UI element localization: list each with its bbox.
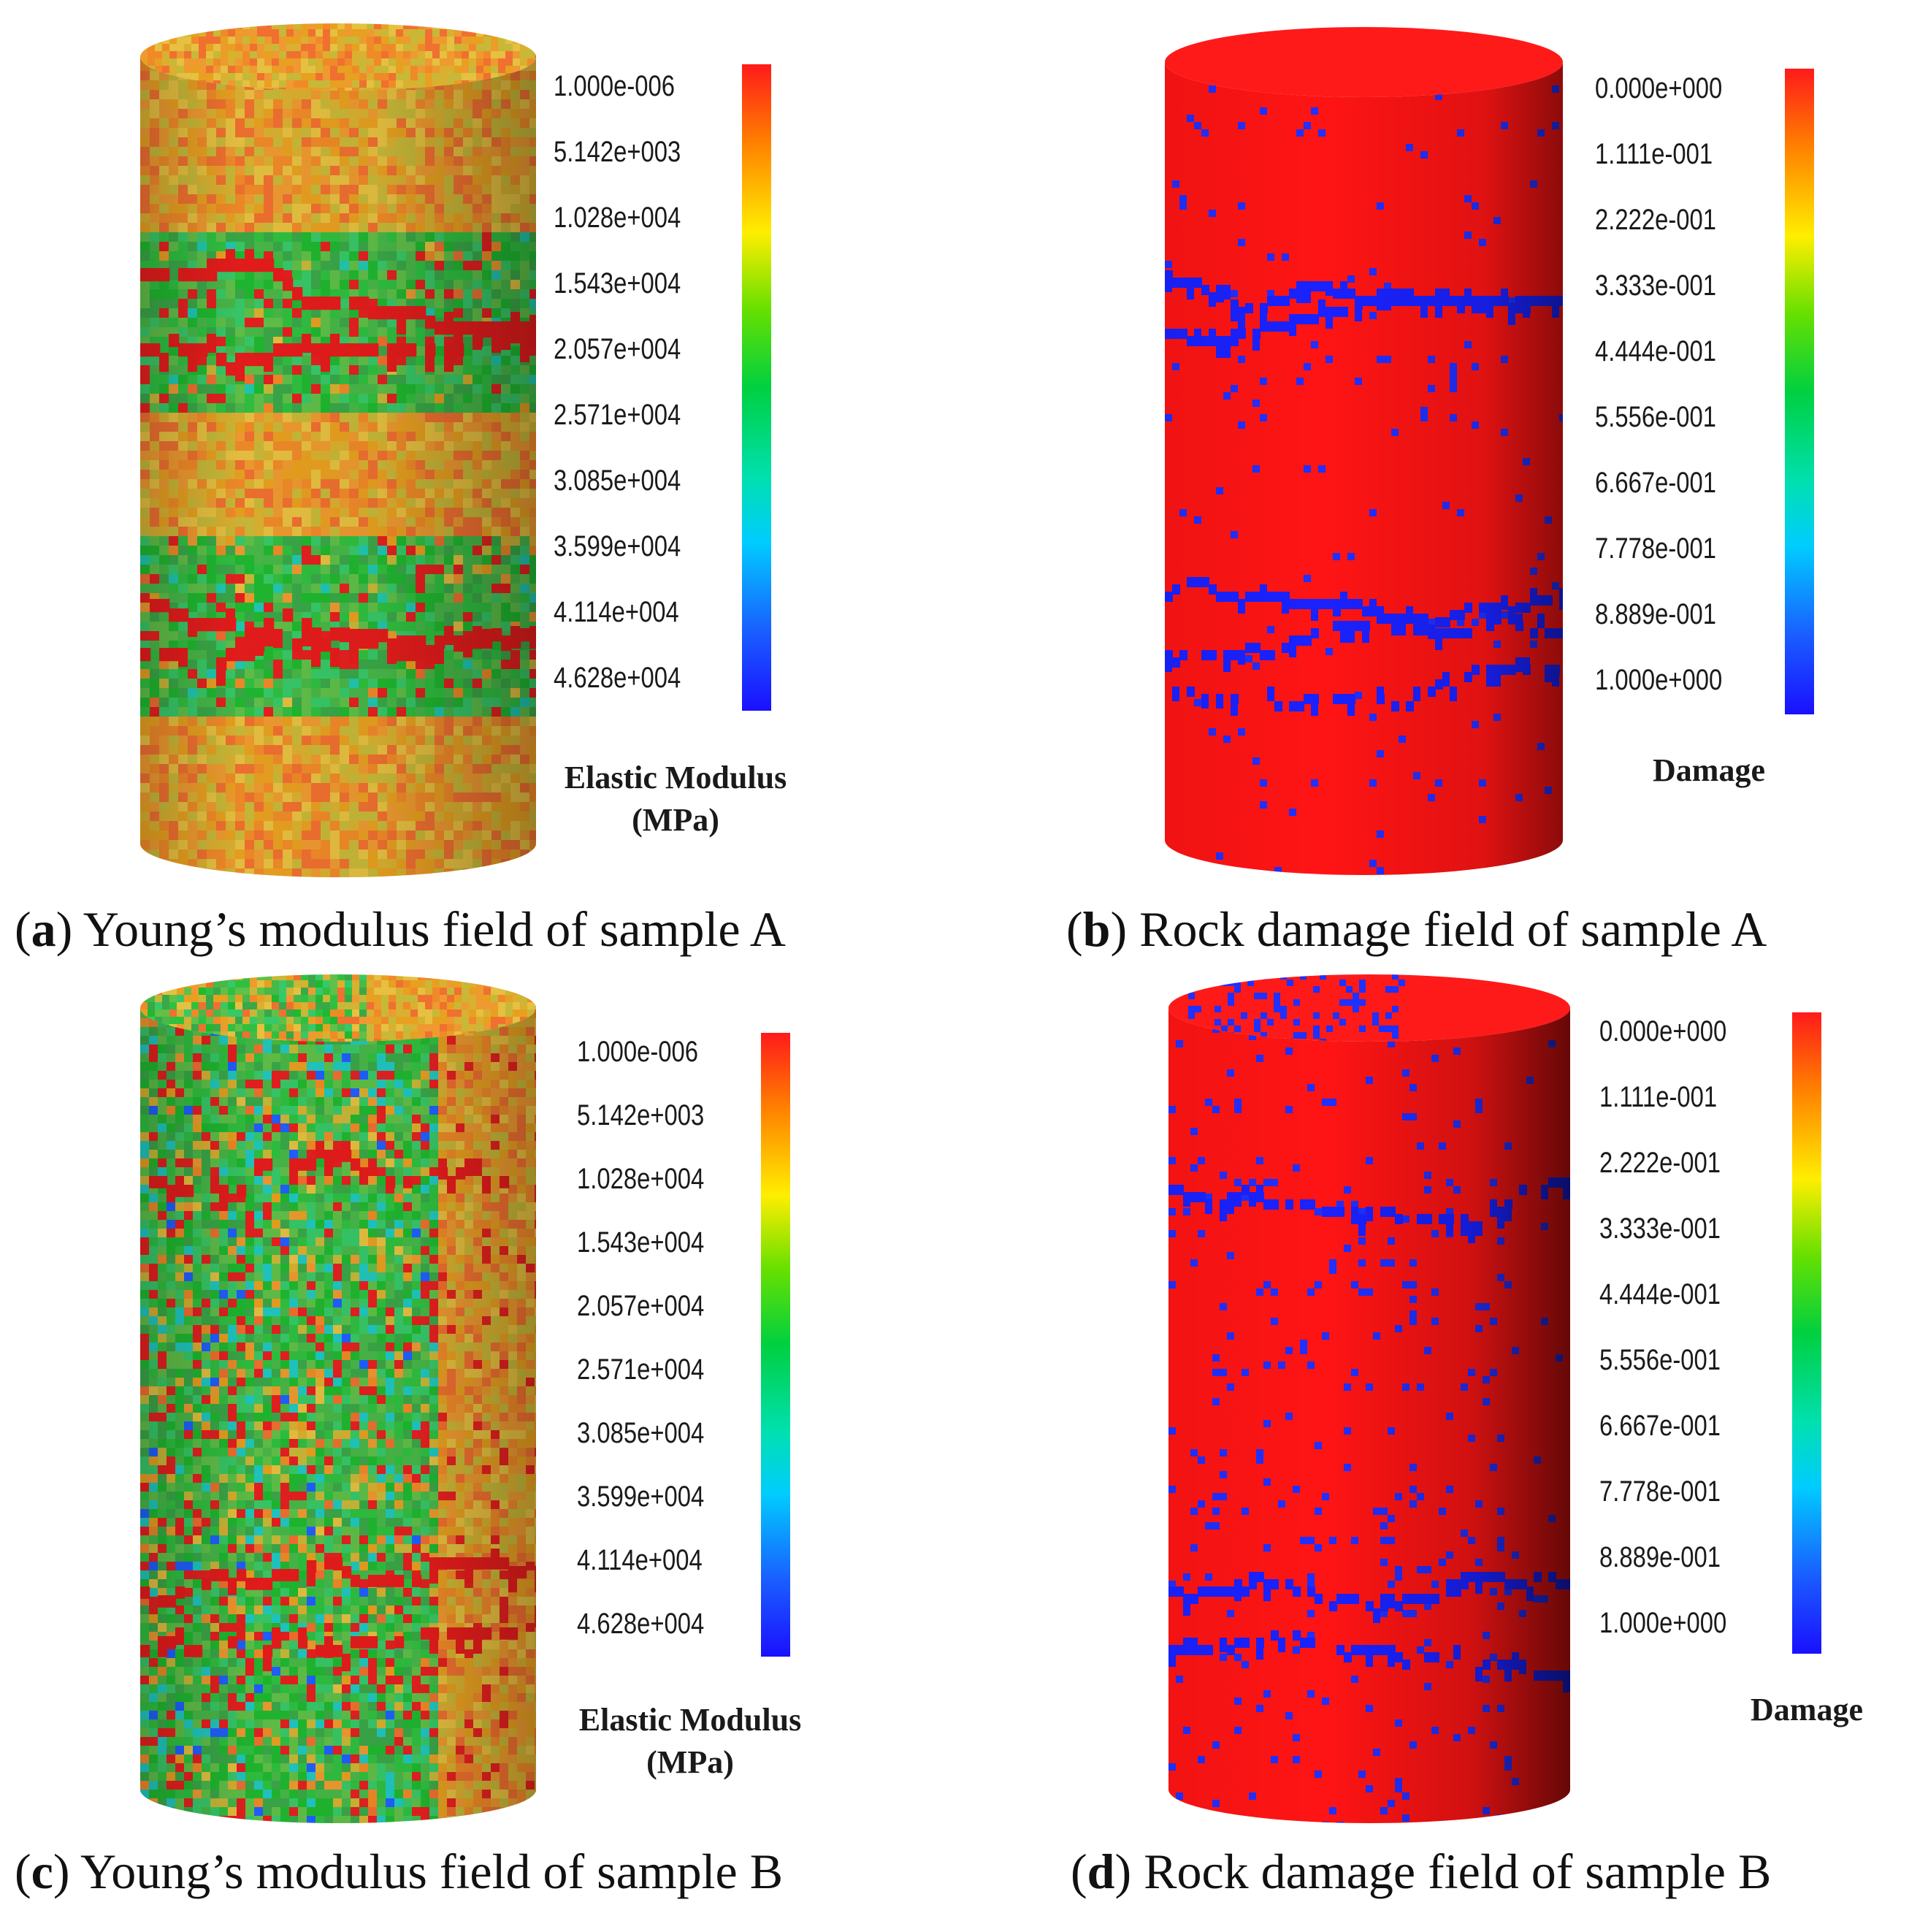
colorbar-title: Damage [1705, 1689, 1909, 1731]
tick-label: 1.111e-001 [1599, 1081, 1718, 1113]
tick-label: 1.000e+000 [1595, 664, 1723, 696]
caption-text: Rock damage field of sample A [1139, 901, 1767, 957]
tick-label: 3.085e+004 [577, 1417, 705, 1449]
tick-label: 2.057e+004 [554, 333, 681, 365]
tick-label: 6.667e-001 [1595, 467, 1716, 499]
colorbar-title-text: Damage [1653, 752, 1765, 788]
tick-label: 3.599e+004 [577, 1481, 705, 1513]
cylinder-damage-sample-a [1165, 27, 1563, 875]
colorbar [1792, 1012, 1821, 1654]
colorbar [1785, 69, 1814, 714]
tick-label: 7.778e-001 [1595, 532, 1716, 565]
panel-caption: (b) Rock damage field of sample A [1066, 901, 1767, 957]
colorbar [742, 64, 771, 711]
tick-label: 2.057e+004 [577, 1290, 705, 1322]
tick-label: 0.000e+000 [1595, 72, 1723, 104]
tick-label: 3.085e+004 [554, 465, 681, 497]
caption-text: Young’s modulus field of sample A [83, 901, 786, 957]
cylinder-modulus-sample-a [140, 23, 536, 877]
panel-c: 1.000e-006 5.142e+003 1.028e+004 1.543e+… [0, 966, 964, 1931]
tick-label: 5.556e-001 [1595, 401, 1716, 433]
tick-label: 2.571e+004 [577, 1353, 705, 1386]
tick-label: 4.444e-001 [1599, 1278, 1721, 1310]
cylinder-modulus-sample-b [140, 974, 536, 1823]
tick-label: 5.142e+003 [577, 1099, 705, 1131]
colorbar-unit: (MPa) [632, 802, 719, 838]
tick-label: 1.111e-001 [1595, 138, 1713, 170]
colorbar-title: Elastic Modulus (MPa) [540, 757, 811, 841]
panel-letter: d [1087, 1844, 1115, 1899]
tick-label: 0.000e+000 [1599, 1015, 1727, 1047]
tick-label: 4.444e-001 [1595, 335, 1716, 367]
caption-text: Young’s modulus field of sample B [80, 1844, 784, 1899]
colorbar-title: Damage [1592, 749, 1826, 792]
tick-label: 5.142e+003 [554, 136, 681, 168]
panel-caption: (a) Young’s modulus field of sample A [15, 901, 786, 957]
tick-label: 4.114e+004 [554, 596, 679, 628]
tick-label: 1.543e+004 [554, 267, 681, 299]
colorbar-title-text: Elastic Modulus [564, 760, 787, 795]
tick-label: 2.571e+004 [554, 399, 681, 431]
tick-label: 3.333e-001 [1599, 1213, 1721, 1245]
tick-label: 1.000e-006 [577, 1036, 698, 1068]
cylinder-damage-sample-b [1168, 974, 1570, 1823]
tick-label: 2.222e-001 [1599, 1147, 1721, 1179]
colorbar-title-text: Damage [1751, 1692, 1863, 1727]
panel-a: 1.000e-006 5.142e+003 1.028e+004 1.543e+… [0, 0, 964, 966]
panel-b: 0.000e+000 1.111e-001 2.222e-001 3.333e-… [964, 0, 1928, 966]
tick-label: 3.599e+004 [554, 530, 681, 562]
tick-label: 4.114e+004 [577, 1544, 703, 1576]
colorbar-title: Elastic Modulus (MPa) [555, 1699, 825, 1784]
tick-label: 4.628e+004 [554, 662, 681, 694]
colorbar [761, 1033, 790, 1657]
tick-label: 2.222e-001 [1595, 204, 1716, 236]
panel-letter: a [31, 901, 56, 957]
tick-label: 8.889e-001 [1599, 1541, 1721, 1573]
panel-caption: (d) Rock damage field of sample B [1071, 1844, 1772, 1899]
tick-label: 7.778e-001 [1599, 1475, 1721, 1508]
tick-label: 6.667e-001 [1599, 1410, 1721, 1442]
tick-label: 3.333e-001 [1595, 270, 1716, 302]
tick-label: 1.028e+004 [554, 202, 681, 234]
panel-letter: c [31, 1844, 53, 1899]
tick-label: 8.889e-001 [1595, 598, 1716, 630]
tick-label: 1.028e+004 [577, 1163, 705, 1195]
tick-label: 1.543e+004 [577, 1226, 705, 1259]
tick-label: 1.000e-006 [554, 70, 675, 102]
panel-caption: (c) Young’s modulus field of sample B [15, 1844, 784, 1899]
caption-text: Rock damage field of sample B [1144, 1844, 1772, 1899]
tick-label: 1.000e+000 [1599, 1607, 1727, 1639]
colorbar-unit: (MPa) [646, 1744, 734, 1780]
tick-label: 4.628e+004 [577, 1608, 705, 1640]
panel-d: 0.000e+000 1.111e-001 2.222e-001 3.333e-… [964, 966, 1928, 1931]
colorbar-title-text: Elastic Modulus [578, 1702, 802, 1738]
tick-label: 5.556e-001 [1599, 1344, 1721, 1376]
panel-letter: b [1082, 901, 1111, 957]
